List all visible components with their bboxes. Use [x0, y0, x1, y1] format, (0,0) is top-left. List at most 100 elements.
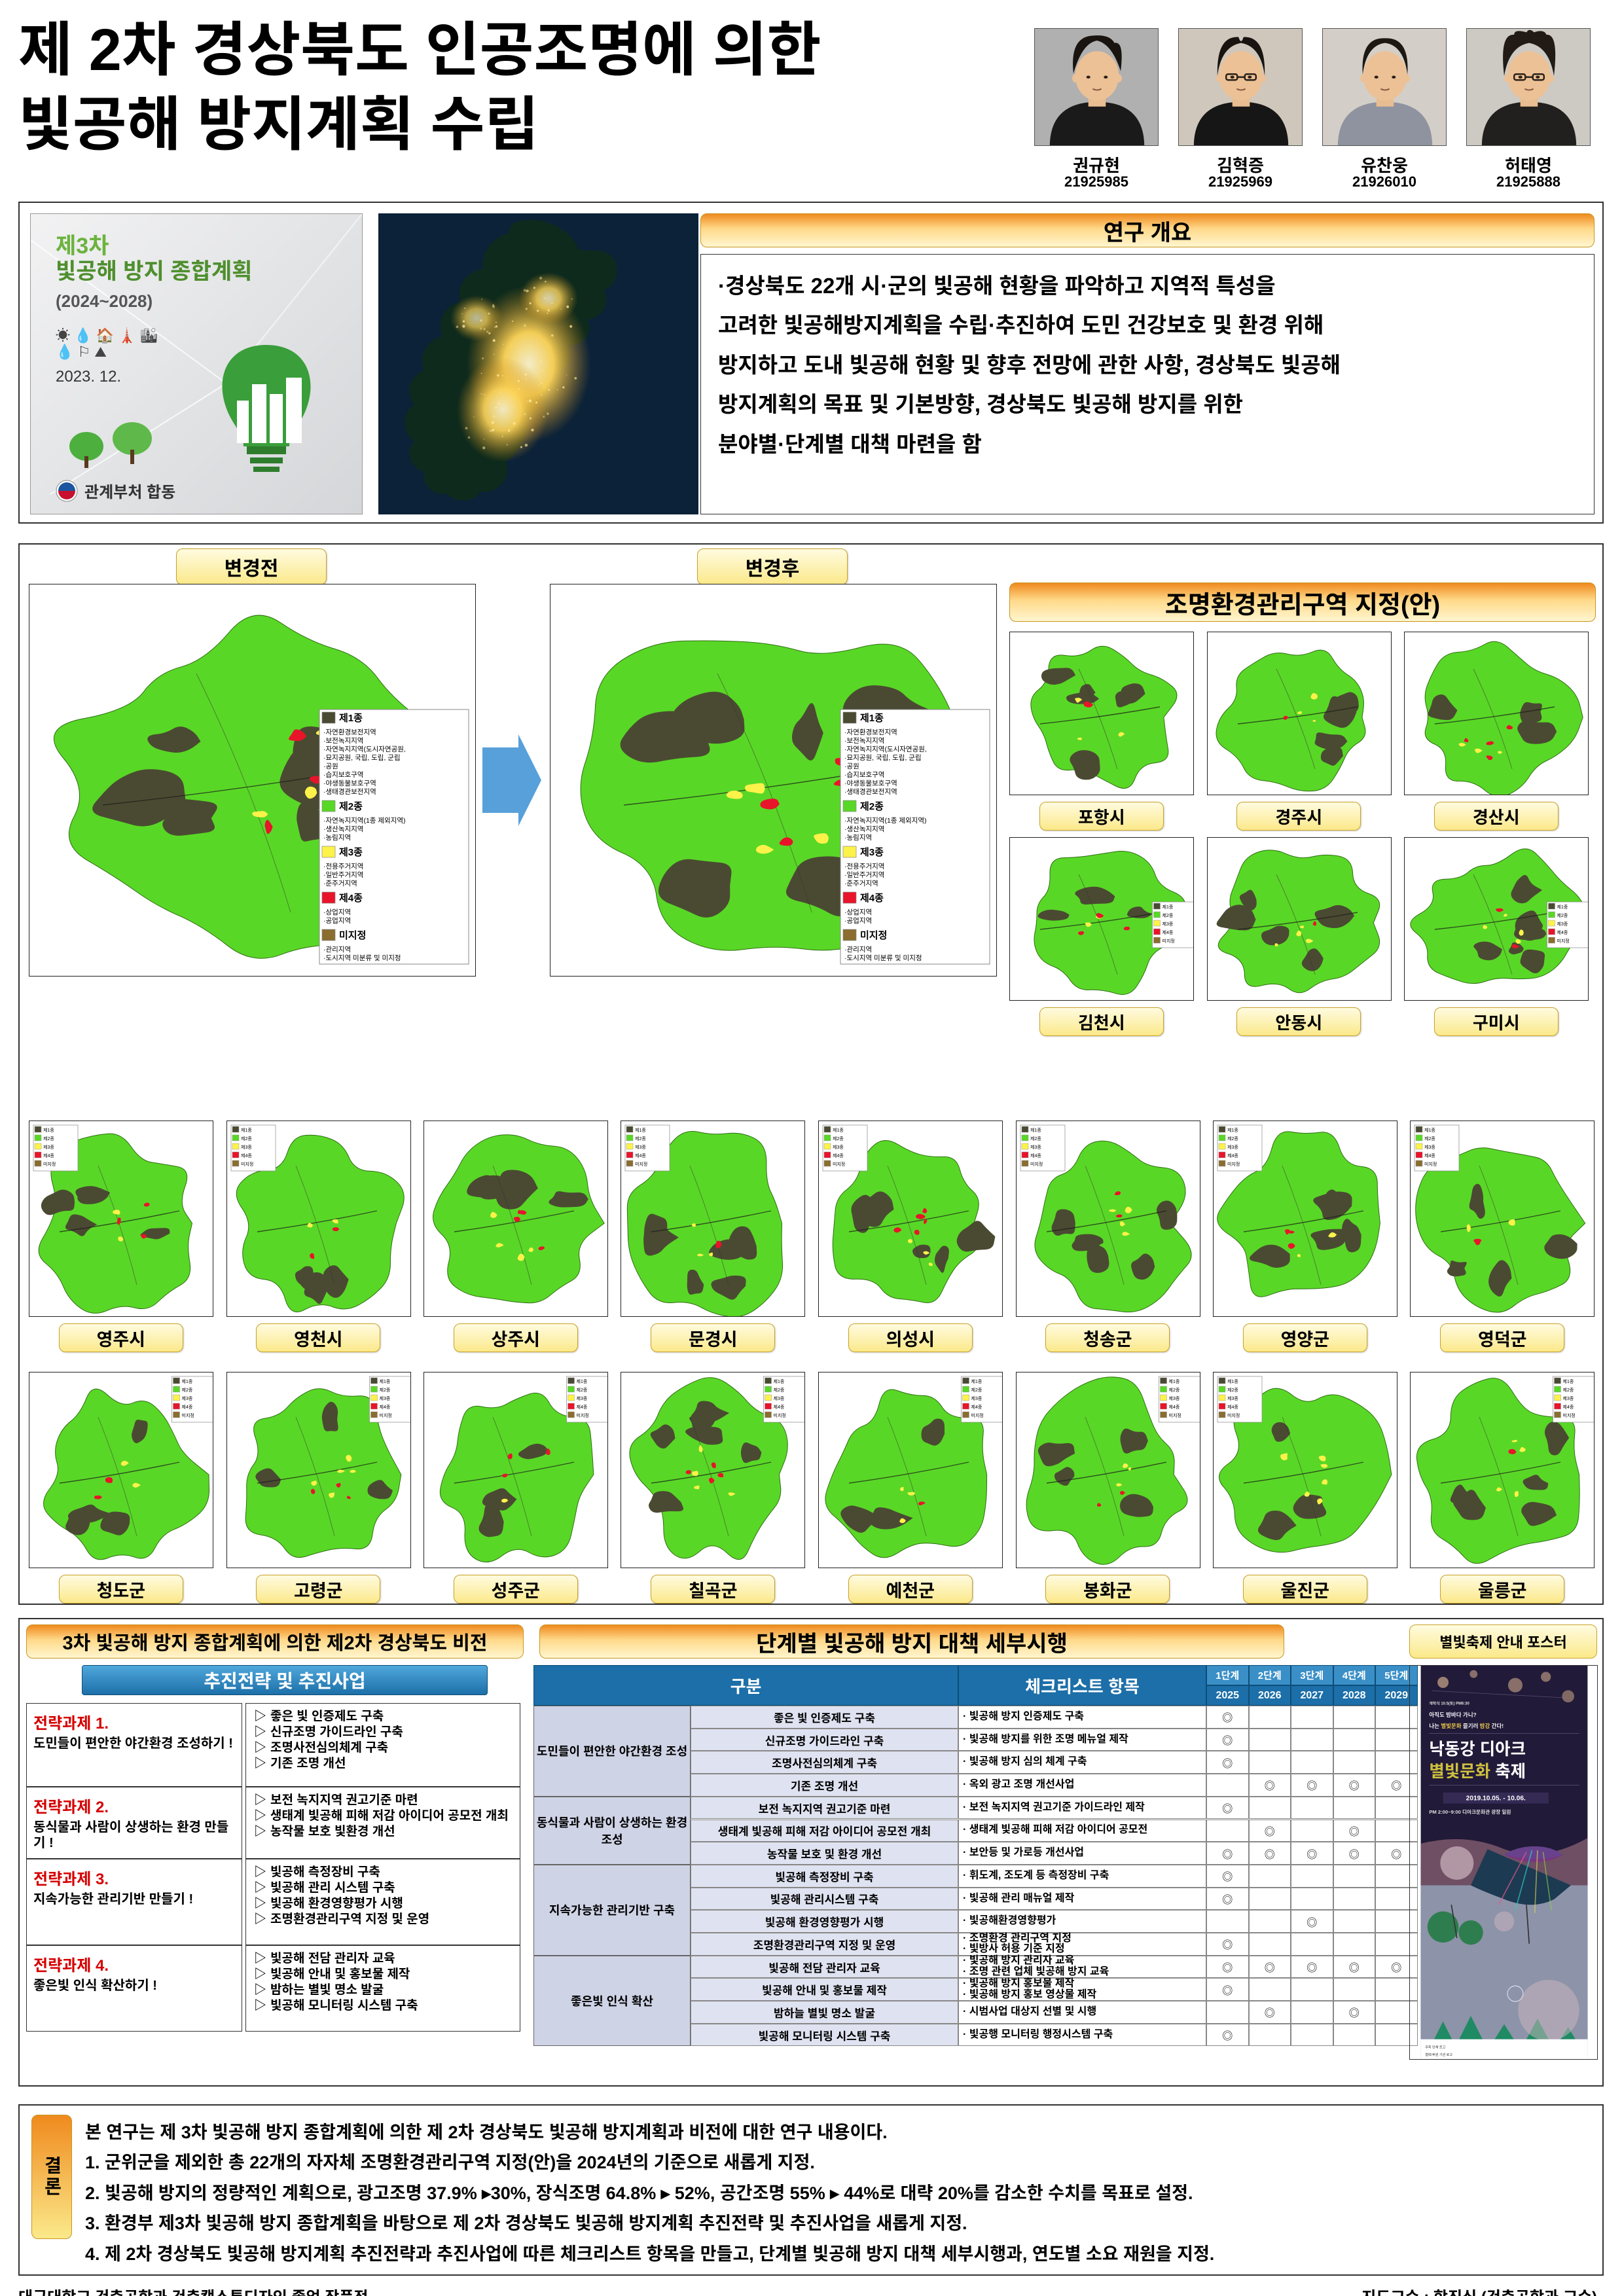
svg-text:별빛문화 축제: 별빛문화 축제: [1429, 1763, 1526, 1781]
svg-text:제3종: 제3종: [380, 1396, 391, 1401]
svg-text:제3종: 제3종: [182, 1396, 193, 1401]
svg-text:·생태경관보전지역: ·생태경관보전지역: [323, 787, 376, 796]
svg-text:·습지보호구역: ·습지보호구역: [844, 771, 884, 779]
svg-text:미지정: 미지정: [860, 929, 887, 941]
svg-text:제1종: 제1종: [1030, 1128, 1041, 1133]
svg-text:제2종: 제2종: [577, 1388, 588, 1393]
svg-text:미지정: 미지정: [971, 1412, 984, 1418]
svg-text:미지정: 미지정: [182, 1412, 194, 1418]
svg-text:제3종: 제3종: [339, 847, 363, 858]
svg-text:제1종: 제1종: [971, 1379, 982, 1384]
svg-text:제1종: 제1종: [860, 713, 884, 724]
svg-text:·전용주거지역: ·전용주거지역: [323, 863, 363, 870]
svg-text:제2종: 제2종: [1030, 1136, 1041, 1141]
svg-text:제2종: 제2종: [774, 1388, 785, 1393]
svg-text:제3종: 제3종: [1169, 1396, 1180, 1401]
svg-text:·준주거지역: ·준주거지역: [844, 880, 878, 888]
svg-text:제3종: 제3종: [971, 1396, 982, 1401]
svg-text:제1종: 제1종: [43, 1128, 54, 1133]
svg-text:제2종: 제2종: [339, 801, 363, 812]
svg-text:·자연녹지지역(1종 제외지역): ·자연녹지지역(1종 제외지역): [323, 817, 406, 825]
svg-text:·자연녹지지역(도시자연공원,: ·자연녹지지역(도시자연공원,: [323, 745, 406, 753]
svg-text:제3종: 제3종: [860, 847, 884, 858]
svg-text:제4종: 제4종: [1227, 1405, 1238, 1410]
svg-text:제2종: 제2종: [1162, 913, 1174, 918]
svg-text:제2종: 제2종: [1424, 1136, 1435, 1141]
svg-text:제2종: 제2종: [380, 1388, 391, 1393]
svg-text:제3종: 제3종: [774, 1396, 785, 1401]
svg-text:제2종: 제2종: [971, 1388, 982, 1393]
svg-text:제1종: 제1종: [1563, 1379, 1574, 1384]
svg-text:제4종: 제4종: [1424, 1153, 1435, 1158]
svg-text:미지정: 미지정: [635, 1161, 647, 1167]
svg-text:·공업지역: ·공업지역: [844, 916, 872, 925]
svg-text:제4종: 제4종: [860, 893, 884, 904]
svg-text:·자연녹지지역(도시자연공원,: ·자연녹지지역(도시자연공원,: [844, 745, 927, 753]
svg-text:제1종: 제1종: [1424, 1128, 1435, 1133]
svg-text:아직도 밤바다 가니?: 아직도 밤바다 가니?: [1429, 1712, 1476, 1718]
svg-text:제3종: 제3종: [1227, 1145, 1238, 1150]
svg-text:미지정: 미지정: [380, 1412, 392, 1418]
svg-text:제3종: 제3종: [635, 1145, 646, 1150]
svg-text:·생산녹지지역: ·생산녹지지역: [323, 825, 363, 833]
svg-text:·자연환경보전지역: ·자연환경보전지역: [844, 728, 897, 736]
svg-text:제2종: 제2종: [635, 1136, 646, 1141]
svg-text:제1종: 제1종: [635, 1128, 646, 1133]
svg-text:제2종: 제2종: [43, 1136, 54, 1141]
svg-text:·일반주거지역: ·일반주거지역: [323, 870, 363, 879]
svg-text:제3종: 제3종: [1563, 1396, 1574, 1401]
svg-text:제1종: 제1종: [833, 1128, 844, 1133]
svg-text:·야생동물보호구역: ·야생동물보호구역: [323, 779, 376, 787]
svg-text:·묘지공원, 국립, 도립, 군립: ·묘지공원, 국립, 도립, 군립: [844, 753, 922, 762]
svg-text:제1종: 제1종: [182, 1379, 193, 1384]
svg-text:제3종: 제3종: [1030, 1145, 1041, 1150]
svg-text:나는 별빛문화 즐기러 밤강 간다!: 나는 별빛문화 즐기러 밤강 간다!: [1429, 1723, 1504, 1729]
svg-text:·관리지역: ·관리지역: [844, 946, 872, 954]
svg-text:제4종: 제4종: [833, 1153, 844, 1158]
svg-text:제1종: 제1종: [774, 1379, 785, 1384]
svg-text:제4종: 제4종: [1227, 1153, 1238, 1158]
svg-text:제4종: 제4종: [1162, 930, 1174, 935]
svg-text:미지정: 미지정: [241, 1161, 253, 1167]
svg-text:2019.10.05. - 10.06.: 2019.10.05. - 10.06.: [1466, 1795, 1526, 1803]
svg-text:제4종: 제4종: [1557, 930, 1568, 935]
svg-text:제4종: 제4종: [182, 1405, 193, 1410]
svg-text:·관리지역: ·관리지역: [323, 946, 351, 954]
svg-text:미지정: 미지정: [1563, 1412, 1576, 1418]
svg-text:미지정: 미지정: [1227, 1412, 1240, 1418]
svg-text:·습지보호구역: ·습지보호구역: [323, 771, 363, 779]
svg-text:제4종: 제4종: [1169, 1405, 1180, 1410]
svg-text:·보전녹지지역: ·보전녹지지역: [844, 737, 884, 745]
svg-text:제3종: 제3종: [1227, 1396, 1238, 1401]
svg-text:·상업지역: ·상업지역: [844, 908, 872, 916]
svg-text:미지정: 미지정: [43, 1161, 56, 1167]
svg-text:미지정: 미지정: [1227, 1161, 1240, 1167]
svg-text:·묘지공원, 국립, 도립, 군립: ·묘지공원, 국립, 도립, 군립: [323, 753, 401, 762]
svg-text:·일반주거지역: ·일반주거지역: [844, 870, 884, 879]
svg-text:제4종: 제4종: [339, 893, 363, 904]
svg-text:제1종: 제1종: [241, 1128, 252, 1133]
svg-text:제2종: 제2종: [1169, 1388, 1180, 1393]
svg-text:제4종: 제4종: [43, 1153, 54, 1158]
svg-text:제3종: 제3종: [241, 1145, 252, 1150]
svg-text:미지정: 미지정: [1030, 1161, 1043, 1167]
svg-text:미지정: 미지정: [1162, 938, 1175, 944]
svg-text:·농림지역: ·농림지역: [844, 834, 872, 842]
svg-text:미지정: 미지정: [1424, 1161, 1437, 1167]
svg-text:제1종: 제1종: [1227, 1379, 1238, 1384]
svg-text:미지정: 미지정: [1557, 938, 1570, 944]
svg-text:제1종: 제1종: [380, 1379, 391, 1384]
svg-text:·야생동물보호구역: ·야생동물보호구역: [844, 779, 897, 787]
svg-text:낙동강 디아크: 낙동강 디아크: [1429, 1740, 1526, 1759]
svg-text:제1종: 제1종: [1162, 905, 1174, 910]
svg-text:제4종: 제4종: [971, 1405, 982, 1410]
svg-text:제1종: 제1종: [1227, 1128, 1238, 1133]
svg-text:·공원: ·공원: [844, 762, 859, 770]
svg-text:제2종: 제2종: [1557, 913, 1568, 918]
svg-text:·준주거지역: ·준주거지역: [323, 880, 357, 888]
svg-text:·농림지역: ·농림지역: [323, 834, 351, 842]
svg-text:제3종: 제3종: [833, 1145, 844, 1150]
svg-text:제2종: 제2종: [1563, 1388, 1574, 1393]
svg-text:·상업지역: ·상업지역: [323, 908, 351, 916]
svg-text:PM 2:00~9:00 디아크문화관 광장 일원: PM 2:00~9:00 디아크문화관 광장 일원: [1429, 1808, 1511, 1815]
